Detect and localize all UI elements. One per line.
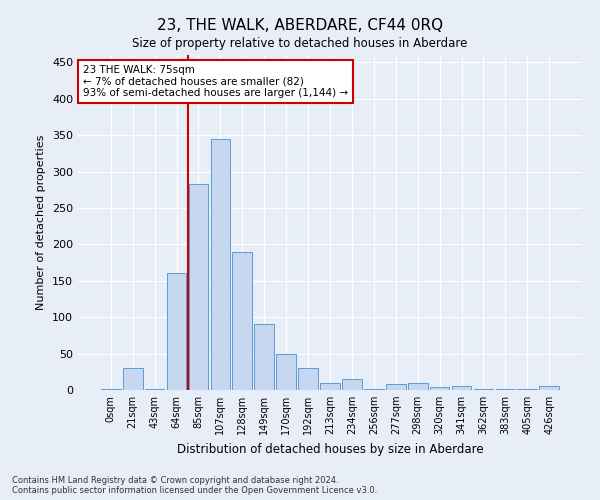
Bar bbox=[276, 354, 296, 390]
Text: Contains HM Land Registry data © Crown copyright and database right 2024.
Contai: Contains HM Land Registry data © Crown c… bbox=[12, 476, 377, 495]
Bar bbox=[452, 386, 472, 390]
Text: Size of property relative to detached houses in Aberdare: Size of property relative to detached ho… bbox=[133, 38, 467, 51]
Bar bbox=[167, 274, 187, 390]
Bar bbox=[123, 368, 143, 390]
Bar bbox=[342, 379, 362, 390]
X-axis label: Distribution of detached houses by size in Aberdare: Distribution of detached houses by size … bbox=[176, 442, 484, 456]
Y-axis label: Number of detached properties: Number of detached properties bbox=[37, 135, 46, 310]
Bar bbox=[320, 382, 340, 390]
Bar bbox=[430, 387, 449, 390]
Bar bbox=[408, 382, 428, 390]
Bar bbox=[539, 386, 559, 390]
Bar bbox=[254, 324, 274, 390]
Bar bbox=[101, 388, 121, 390]
Bar bbox=[188, 184, 208, 390]
Text: 23 THE WALK: 75sqm
← 7% of detached houses are smaller (82)
93% of semi-detached: 23 THE WALK: 75sqm ← 7% of detached hous… bbox=[83, 65, 348, 98]
Bar bbox=[386, 384, 406, 390]
Bar bbox=[298, 368, 318, 390]
Bar bbox=[211, 138, 230, 390]
Text: 23, THE WALK, ABERDARE, CF44 0RQ: 23, THE WALK, ABERDARE, CF44 0RQ bbox=[157, 18, 443, 32]
Bar bbox=[232, 252, 252, 390]
